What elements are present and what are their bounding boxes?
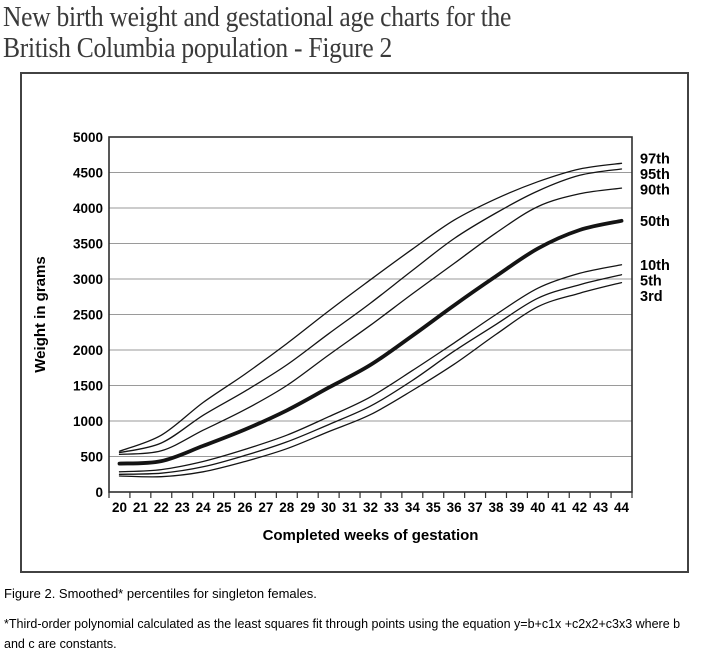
y-tick-label: 5000 bbox=[73, 130, 103, 145]
x-axis-title: Completed weeks of gestation bbox=[263, 527, 479, 544]
y-tick-label: 3000 bbox=[73, 272, 103, 287]
curve-label-10th: 10th bbox=[640, 258, 670, 274]
y-tick-label: 2000 bbox=[73, 343, 103, 358]
x-tick-label: 32 bbox=[363, 500, 378, 515]
x-tick-label: 20 bbox=[112, 500, 127, 515]
x-tick-label: 36 bbox=[447, 500, 463, 515]
x-tick-label: 38 bbox=[489, 500, 505, 515]
x-tick-label: 29 bbox=[300, 500, 315, 515]
page-title-line1: New birth weight and gestational age cha… bbox=[3, 1, 512, 33]
percentile-curve-3rd bbox=[118, 281, 623, 478]
curve-label-95th: 95th bbox=[640, 167, 670, 183]
curve-label-50th: 50th bbox=[640, 214, 670, 230]
percentile-curve-97th bbox=[118, 162, 623, 452]
x-tick-label: 43 bbox=[593, 500, 609, 515]
x-tick-label: 34 bbox=[405, 500, 421, 515]
chart-figure: 20 21 22 23 24 25 26 27 28 29 30 31 32 33 34 35 36 37 38 39… bbox=[20, 72, 689, 573]
x-tick-label: 31 bbox=[342, 500, 358, 515]
x-tick-label: 33 bbox=[384, 500, 400, 515]
percentile-curve-95th bbox=[118, 168, 623, 454]
y-tick-label: 1000 bbox=[73, 414, 103, 429]
x-tick-label: 21 bbox=[133, 500, 149, 515]
x-tick-label: 41 bbox=[551, 500, 567, 515]
percentile-curve-50th bbox=[117, 218, 624, 466]
x-tick-label: 44 bbox=[614, 500, 630, 515]
y-tick-label: 1500 bbox=[73, 379, 103, 394]
x-tick-label: 23 bbox=[175, 500, 191, 515]
curve-label-5th: 5th bbox=[640, 273, 662, 289]
curve-label-3rd: 3rd bbox=[640, 289, 663, 305]
x-tick-label: 35 bbox=[426, 500, 442, 515]
percentile-curve-10th bbox=[118, 264, 623, 473]
x-tick-label: 37 bbox=[468, 500, 483, 515]
chart-canvas: 20 21 22 23 24 25 26 27 28 29 30 31 32 33 34 35 36 37 38 39… bbox=[32, 130, 670, 544]
y-tick-label: 4500 bbox=[73, 166, 103, 181]
y-tick-label: 2500 bbox=[73, 308, 103, 323]
x-tick-label: 42 bbox=[572, 500, 587, 515]
percentile-curve-5th bbox=[118, 274, 623, 475]
curve-label-90th: 90th bbox=[640, 182, 670, 198]
x-tick-label: 40 bbox=[530, 500, 545, 515]
x-tick-label: 28 bbox=[279, 500, 295, 515]
curve-label-97th: 97th bbox=[640, 151, 670, 167]
page-title: New birth weight and gestational age cha… bbox=[3, 2, 511, 64]
figure-caption: Figure 2. Smoothed* percentiles for sing… bbox=[4, 586, 317, 601]
x-tick-label: 39 bbox=[509, 500, 524, 515]
figure-footnote: *Third-order polynomial calculated as th… bbox=[4, 617, 681, 651]
page-title-line2: British Columbia population - Figure 2 bbox=[3, 32, 393, 64]
percentile-curve-90th bbox=[118, 187, 623, 456]
y-tick-label: 0 bbox=[95, 485, 103, 500]
x-tick-label: 25 bbox=[217, 500, 233, 515]
x-tick-label: 30 bbox=[321, 500, 336, 515]
x-tick-label: 22 bbox=[154, 500, 169, 515]
y-tick-label: 4000 bbox=[73, 201, 103, 216]
y-tick-label: 500 bbox=[80, 450, 103, 465]
y-tick-label: 3500 bbox=[73, 237, 103, 252]
plot-border bbox=[108, 136, 633, 493]
x-tick-label: 27 bbox=[258, 500, 273, 515]
x-tick-label: 26 bbox=[237, 500, 253, 515]
y-axis-title: Weight in grams bbox=[32, 256, 49, 372]
x-tick-label: 24 bbox=[196, 500, 212, 515]
